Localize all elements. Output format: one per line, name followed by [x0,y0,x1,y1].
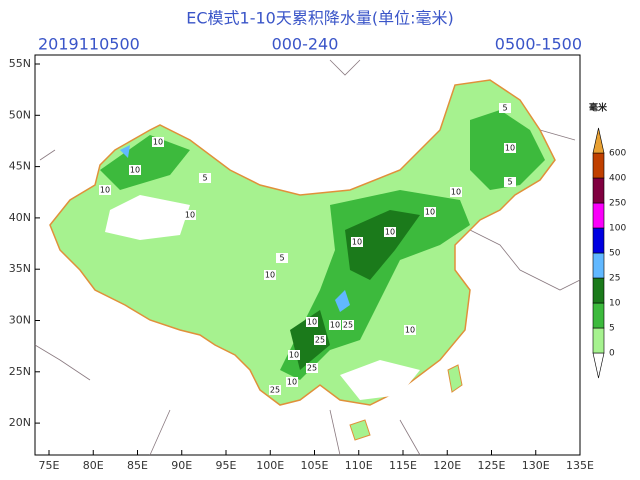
lon-tick-label: 75E [39,459,60,472]
contour-label: 10 [352,238,362,247]
contour-label-bg [342,320,354,330]
period: 0500-1500 [495,35,582,54]
contour-label: 25 [315,336,325,345]
lon-tick-label: 135E [566,459,594,472]
title: EC模式1-10天累积降水量(单位:毫米) [186,9,453,28]
contour-label: 10 [287,378,297,387]
contour-label-bg [450,187,462,197]
lon-tick-label: 125E [478,459,506,472]
contour-label: 10 [185,211,195,220]
contour-label-bg [199,173,211,183]
contour-label: 25 [307,364,317,373]
contour-label-bg [276,253,288,263]
lat-tick-label: 50N [9,108,31,121]
lon-tick-label: 110E [345,459,373,472]
contour-label: 10 [100,186,110,195]
legend-swatch [592,202,605,229]
legend-label: 5 [609,324,615,334]
legend-label: 100 [609,224,626,234]
legend-label: 400 [609,174,626,184]
forecast-range: 000-240 [272,35,339,54]
legend-label: 25 [609,274,620,284]
lat-tick-label: 20N [9,416,31,429]
lat-tick-label: 25N [9,365,31,378]
contour-label-bg [499,103,511,113]
legend-label: 10 [609,299,621,309]
legend-swatch [592,152,605,179]
lat-tick-label: 40N [9,211,31,224]
contour-label: 25 [343,321,353,330]
borders [34,59,581,456]
lon-tick-label: 105E [301,459,329,472]
contour-label-bg [504,143,516,153]
legend-swatch [592,177,605,204]
contour-label: 10 [385,228,395,237]
contour-label-bg [504,177,516,187]
legend-label: 0 [609,349,615,359]
lon-tick-label: 120E [433,459,461,472]
contour-label: 25 [270,386,280,395]
contour-label-bg [264,270,276,280]
lon-tick-label: 80E [83,459,104,472]
contour-label: 10 [153,138,163,147]
contour-label-bg [184,210,196,220]
contour-label-bg [152,137,164,147]
legend-swatch [592,252,605,279]
contour-label-bg [424,207,436,217]
contour-label-bg [288,350,300,360]
contour-label: 5 [279,254,284,263]
lon-tick-label: 85E [127,459,148,472]
contour-label-bg [314,335,326,345]
contour-label-bg [99,185,111,195]
legend-swatch [592,227,605,254]
init-time: 2019110500 [38,35,140,54]
contour-label: 10 [265,271,275,280]
contour-label-bg [329,320,341,330]
contour-label: 10 [451,188,461,197]
contour-label: 5 [507,178,512,187]
contour-label-bg [404,325,416,335]
contour-label: 10 [130,166,140,175]
contour-label: 10 [330,321,340,330]
legend-swatch [592,127,605,154]
lat-tick-label: 35N [9,262,31,275]
contour-label-bg [351,237,363,247]
contour-label-bg [129,165,141,175]
contour-label-bg [306,363,318,373]
contour-label-bg [269,385,281,395]
legend-swatch [592,327,605,354]
contour-label: 10 [505,144,515,153]
legend-swatch [592,302,605,329]
lon-tick-label: 100E [256,459,284,472]
lon-tick-label: 90E [171,459,192,472]
lat-tick-label: 30N [9,314,31,327]
contour-label: 10 [307,318,317,327]
legend-unit: 毫米 [589,102,608,114]
lat-tick-label: 45N [9,160,31,173]
legend-swatch [592,352,605,379]
contour-label: 5 [502,104,507,113]
contour-label-bg [306,317,318,327]
lat-tick-label: 55N [9,57,31,70]
legend-label: 600 [609,149,626,159]
lon-tick-label: 115E [389,459,417,472]
lon-tick-label: 130E [522,459,550,472]
contour-label: 10 [425,208,435,217]
legend-label: 250 [609,199,626,209]
legend-swatch [592,277,605,304]
contour-label-bg [286,377,298,387]
contour-label-bg [384,227,396,237]
legend-label: 50 [609,249,621,259]
contour-label: 10 [405,326,415,335]
contour-label: 10 [289,351,299,360]
lon-tick-label: 95E [216,459,237,472]
china-land [49,79,556,441]
contour-label: 5 [202,174,207,183]
